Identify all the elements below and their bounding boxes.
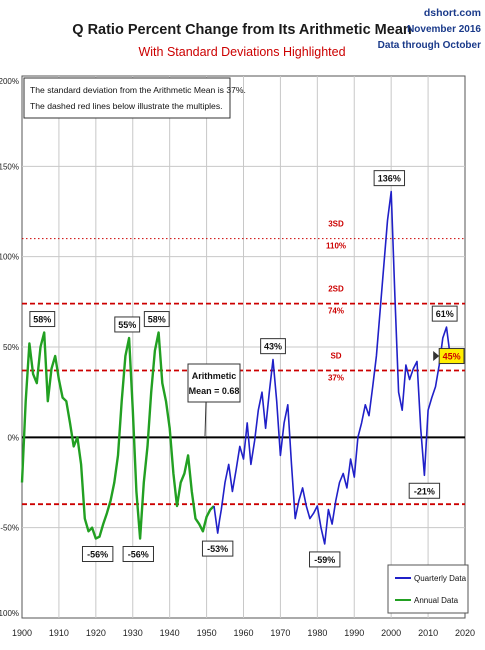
date-label: November 2016: [407, 24, 481, 35]
series-lines: [20, 190, 451, 545]
sd-percent-label: 74%: [328, 307, 344, 316]
data-label-text: 55%: [118, 320, 136, 330]
legend: Quarterly Data Annual Data: [387, 564, 469, 614]
annual-data-line: [20, 331, 215, 540]
note-line-2: The dashed red lines below illustrate th…: [30, 101, 223, 111]
data-label-arrow: [433, 351, 440, 362]
y-tick-label: 200%: [0, 77, 19, 86]
legend-label-quarterly: Quarterly Data: [414, 574, 467, 583]
annotations: 58% 55% 58% 43% 136% 61% -56% -56% -53% -59% -21% 4…: [29, 170, 465, 568]
mean-callout: Arithmetic Mean = 0.68: [187, 363, 241, 437]
x-tick-label: 1910: [49, 628, 69, 638]
data-label-text: 43%: [264, 342, 282, 352]
legend-label-annual: Annual Data: [414, 596, 459, 605]
data-label: 58%: [143, 311, 170, 328]
data-label-text: -56%: [87, 550, 108, 560]
y-tick-label: 0%: [7, 433, 19, 442]
data-label: 45%: [433, 348, 465, 365]
chart-title: Q Ratio Percent Change from Its Arithmet…: [72, 22, 411, 38]
sd-label: SD: [330, 351, 341, 360]
data-label: -21%: [408, 482, 441, 499]
data-label-box: [431, 305, 458, 322]
data-label-box: [260, 338, 286, 355]
sd-percent-label: 110%: [326, 242, 346, 251]
data-label: -59%: [309, 551, 341, 568]
x-tick-label: 2010: [418, 628, 438, 638]
data-label-text: 58%: [148, 315, 166, 325]
x-tick-label: 2000: [381, 628, 401, 638]
note-line-1: The standard deviation from the Arithmet…: [30, 85, 246, 95]
data-through-label: Data through October: [378, 40, 481, 51]
data-label-box: [114, 316, 141, 333]
y-tick-label: -50%: [0, 524, 19, 533]
data-label-box: [29, 311, 56, 328]
data-label: 43%: [260, 338, 286, 355]
data-label-box: [309, 551, 341, 568]
data-label-text: -53%: [207, 544, 228, 554]
x-tick-label: 1960: [233, 628, 253, 638]
x-tick-label: 1950: [197, 628, 217, 638]
sd-label: 2SD: [328, 285, 344, 294]
data-label-text: 58%: [33, 315, 51, 325]
data-label: -56%: [81, 546, 114, 563]
data-label-text: -21%: [414, 486, 435, 496]
x-tick-label: 1920: [86, 628, 106, 638]
quarterly-data-line: [213, 190, 451, 545]
source-label: dshort.com: [424, 7, 481, 19]
reference-lines: SD 37% 2SD 74% 3SD 110%: [22, 220, 465, 506]
data-label: 55%: [114, 316, 141, 333]
data-label-box: [201, 540, 234, 557]
data-label-box: [143, 311, 170, 328]
mean-callout-line-2: Mean = 0.68: [189, 386, 240, 396]
data-label-box: [122, 546, 154, 563]
data-label: -53%: [201, 540, 234, 557]
y-tick-label: 150%: [0, 162, 19, 171]
y-tick-label: 100%: [0, 253, 19, 262]
x-tick-label: 1900: [12, 628, 32, 638]
data-label-box: [408, 482, 441, 499]
data-label-box: [438, 348, 465, 365]
chart-subtitle: With Standard Deviations Highlighted: [138, 45, 345, 59]
gridlines: [22, 76, 465, 618]
x-tick-label: 1980: [307, 628, 327, 638]
data-label-text: 61%: [436, 309, 454, 319]
y-tick-label: 50%: [3, 343, 19, 352]
data-label-box: [81, 546, 114, 563]
sd-label: 3SD: [328, 220, 344, 229]
mean-callout-line-1: Arithmetic: [192, 371, 237, 381]
data-label: -56%: [122, 546, 154, 563]
data-label-box: [373, 170, 406, 187]
x-tick-label: 1990: [344, 628, 364, 638]
y-tick-label: -100%: [0, 609, 19, 618]
data-label-text: 45%: [443, 352, 461, 362]
data-label: 61%: [431, 305, 458, 322]
axis-tick-labels: 1900 1910 1920 1930 1940 1950 1960 1970 1980 1990…: [0, 77, 475, 638]
x-tick-label: 1970: [270, 628, 290, 638]
data-label: 58%: [29, 311, 56, 328]
sd-percent-label: 37%: [328, 373, 344, 382]
data-label-text: 136%: [378, 174, 401, 184]
data-label-text: -59%: [314, 555, 335, 565]
note-box: The standard deviation from the Arithmet…: [23, 77, 246, 119]
data-label-text: -56%: [128, 550, 149, 560]
data-label: 136%: [373, 170, 406, 187]
x-tick-label: 2020: [455, 628, 475, 638]
x-tick-label: 1930: [123, 628, 143, 638]
x-tick-label: 1940: [160, 628, 180, 638]
